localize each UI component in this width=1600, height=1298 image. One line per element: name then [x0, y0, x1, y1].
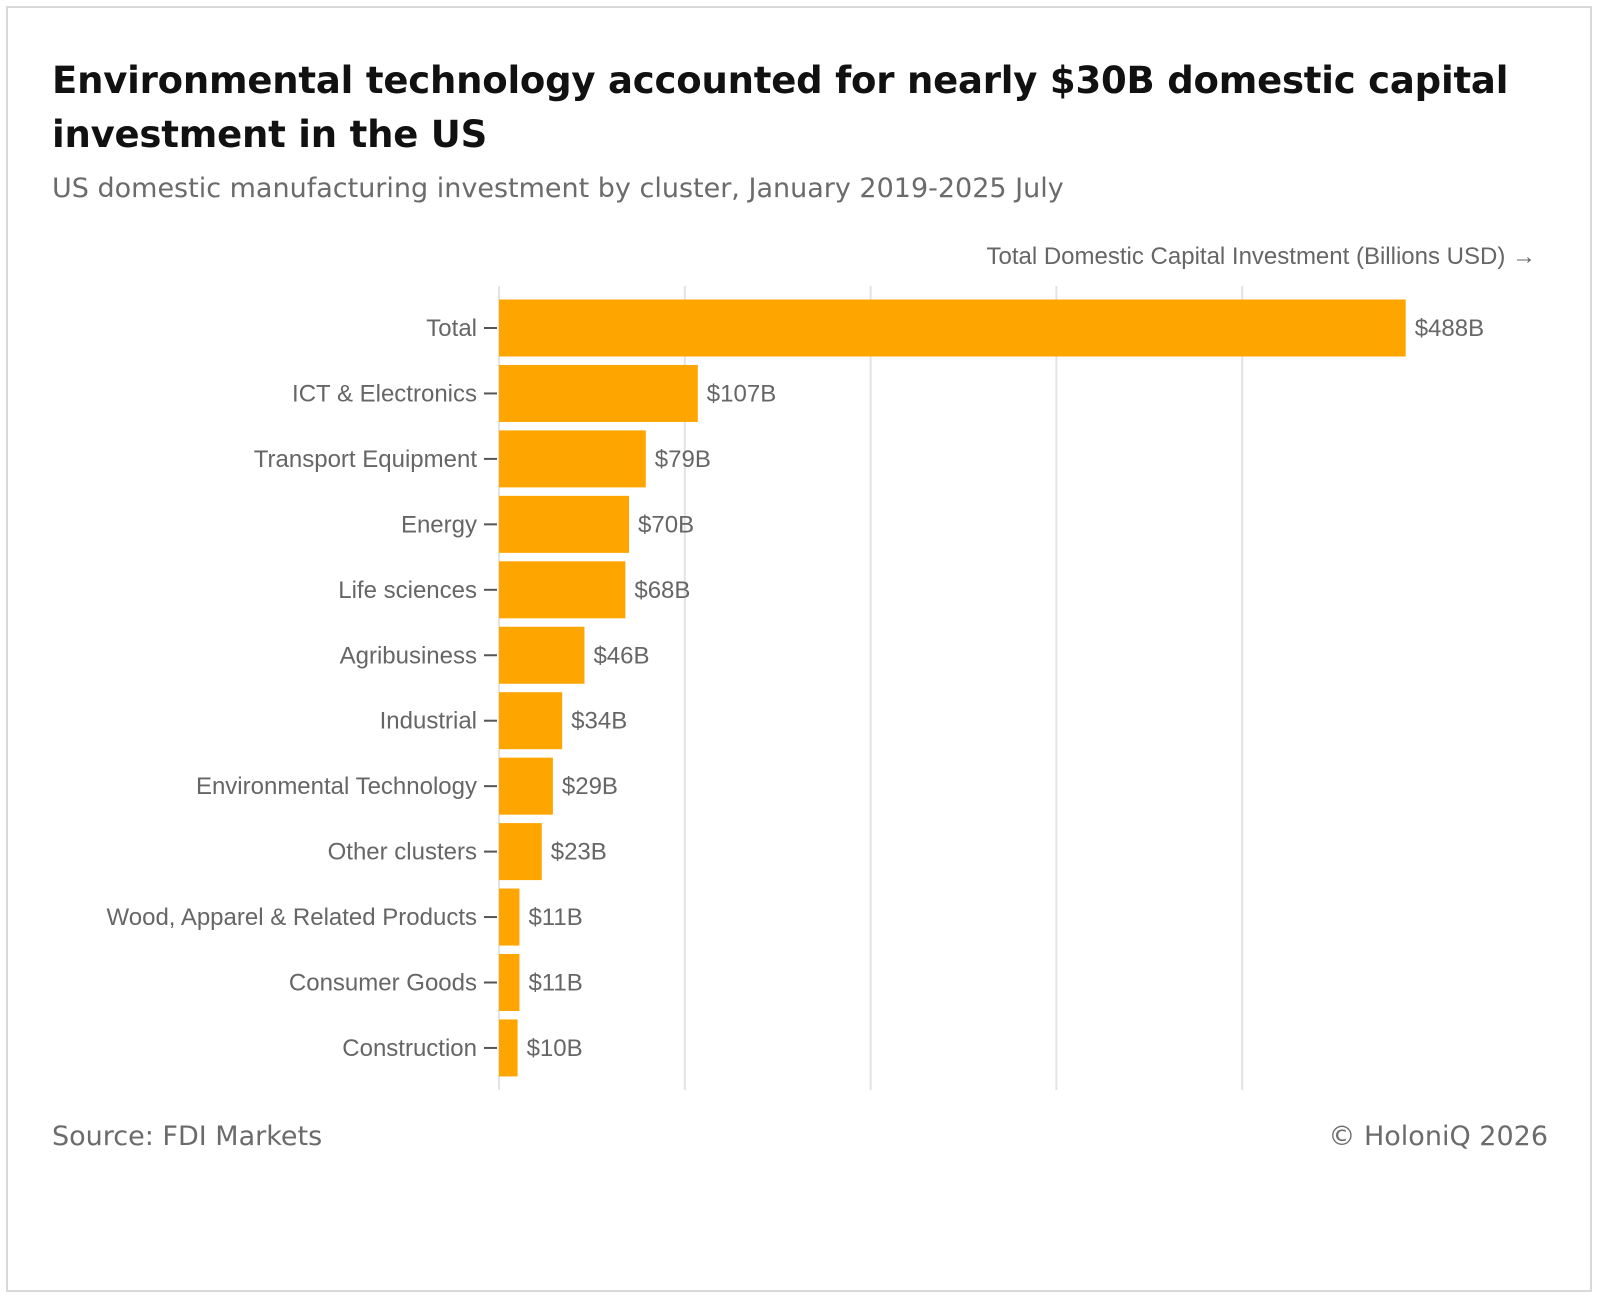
category-label-wood-apparel-related-products: Wood, Apparel & Related Products: [107, 904, 477, 931]
source-note: Source: FDI Markets: [52, 1121, 323, 1152]
category-label-energy: Energy: [401, 511, 477, 538]
value-label-construction: $10B: [527, 1035, 583, 1062]
bar-environmental-technology: [499, 757, 553, 815]
bar-consumer-goods: [499, 954, 520, 1011]
value-label-industrial: $34B: [571, 708, 627, 735]
bars: Total $488B ICT & Electronics $107B Transpor…: [107, 299, 1484, 1077]
value-label-total: $488B: [1415, 315, 1484, 342]
bar-ict-electronics: [499, 364, 698, 422]
bar-construction: [499, 1019, 518, 1077]
chart-card: [6, 6, 1592, 1292]
value-label-wood-apparel-related-products: $11B: [528, 904, 582, 931]
category-label-transport-equipment: Transport Equipment: [254, 446, 478, 473]
category-label-agribusiness: Agribusiness: [340, 642, 477, 669]
copyright-note: © HoloniQ 2026: [1328, 1121, 1548, 1152]
value-label-agribusiness: $46B: [593, 642, 649, 669]
bar-energy: [499, 495, 630, 553]
value-label-energy: $70B: [638, 511, 694, 538]
bar-industrial: [499, 692, 563, 750]
category-label-other-clusters: Other clusters: [328, 839, 477, 866]
value-label-environmental-technology: $29B: [562, 773, 618, 800]
bar-life-sciences: [499, 561, 626, 619]
category-label-ict-electronics: ICT & Electronics: [292, 380, 477, 407]
value-label-transport-equipment: $79B: [655, 446, 711, 473]
chart-subtitle: US domestic manufacturing investment by …: [52, 173, 1064, 204]
bar-wood-apparel-related-products: [499, 888, 520, 946]
bar-total: [499, 299, 1406, 357]
value-label-other-clusters: $23B: [551, 839, 607, 866]
category-label-environmental-technology: Environmental Technology: [196, 773, 477, 800]
chart-title: Environmental technology accounted for n…: [52, 59, 1509, 156]
bar-transport-equipment: [499, 430, 646, 488]
value-label-consumer-goods: $11B: [528, 970, 582, 997]
value-label-life-sciences: $68B: [634, 577, 690, 604]
category-label-total: Total: [426, 315, 477, 342]
bar-agribusiness: [499, 626, 585, 684]
x-axis-title: Total Domestic Capital Investment (Billi…: [986, 243, 1536, 270]
category-label-life-sciences: Life sciences: [338, 577, 477, 604]
value-label-ict-electronics: $107B: [707, 380, 776, 407]
category-label-consumer-goods: Consumer Goods: [289, 970, 477, 997]
category-label-industrial: Industrial: [380, 708, 477, 735]
category-label-construction: Construction: [342, 1035, 477, 1062]
bar-other-clusters: [499, 823, 542, 881]
